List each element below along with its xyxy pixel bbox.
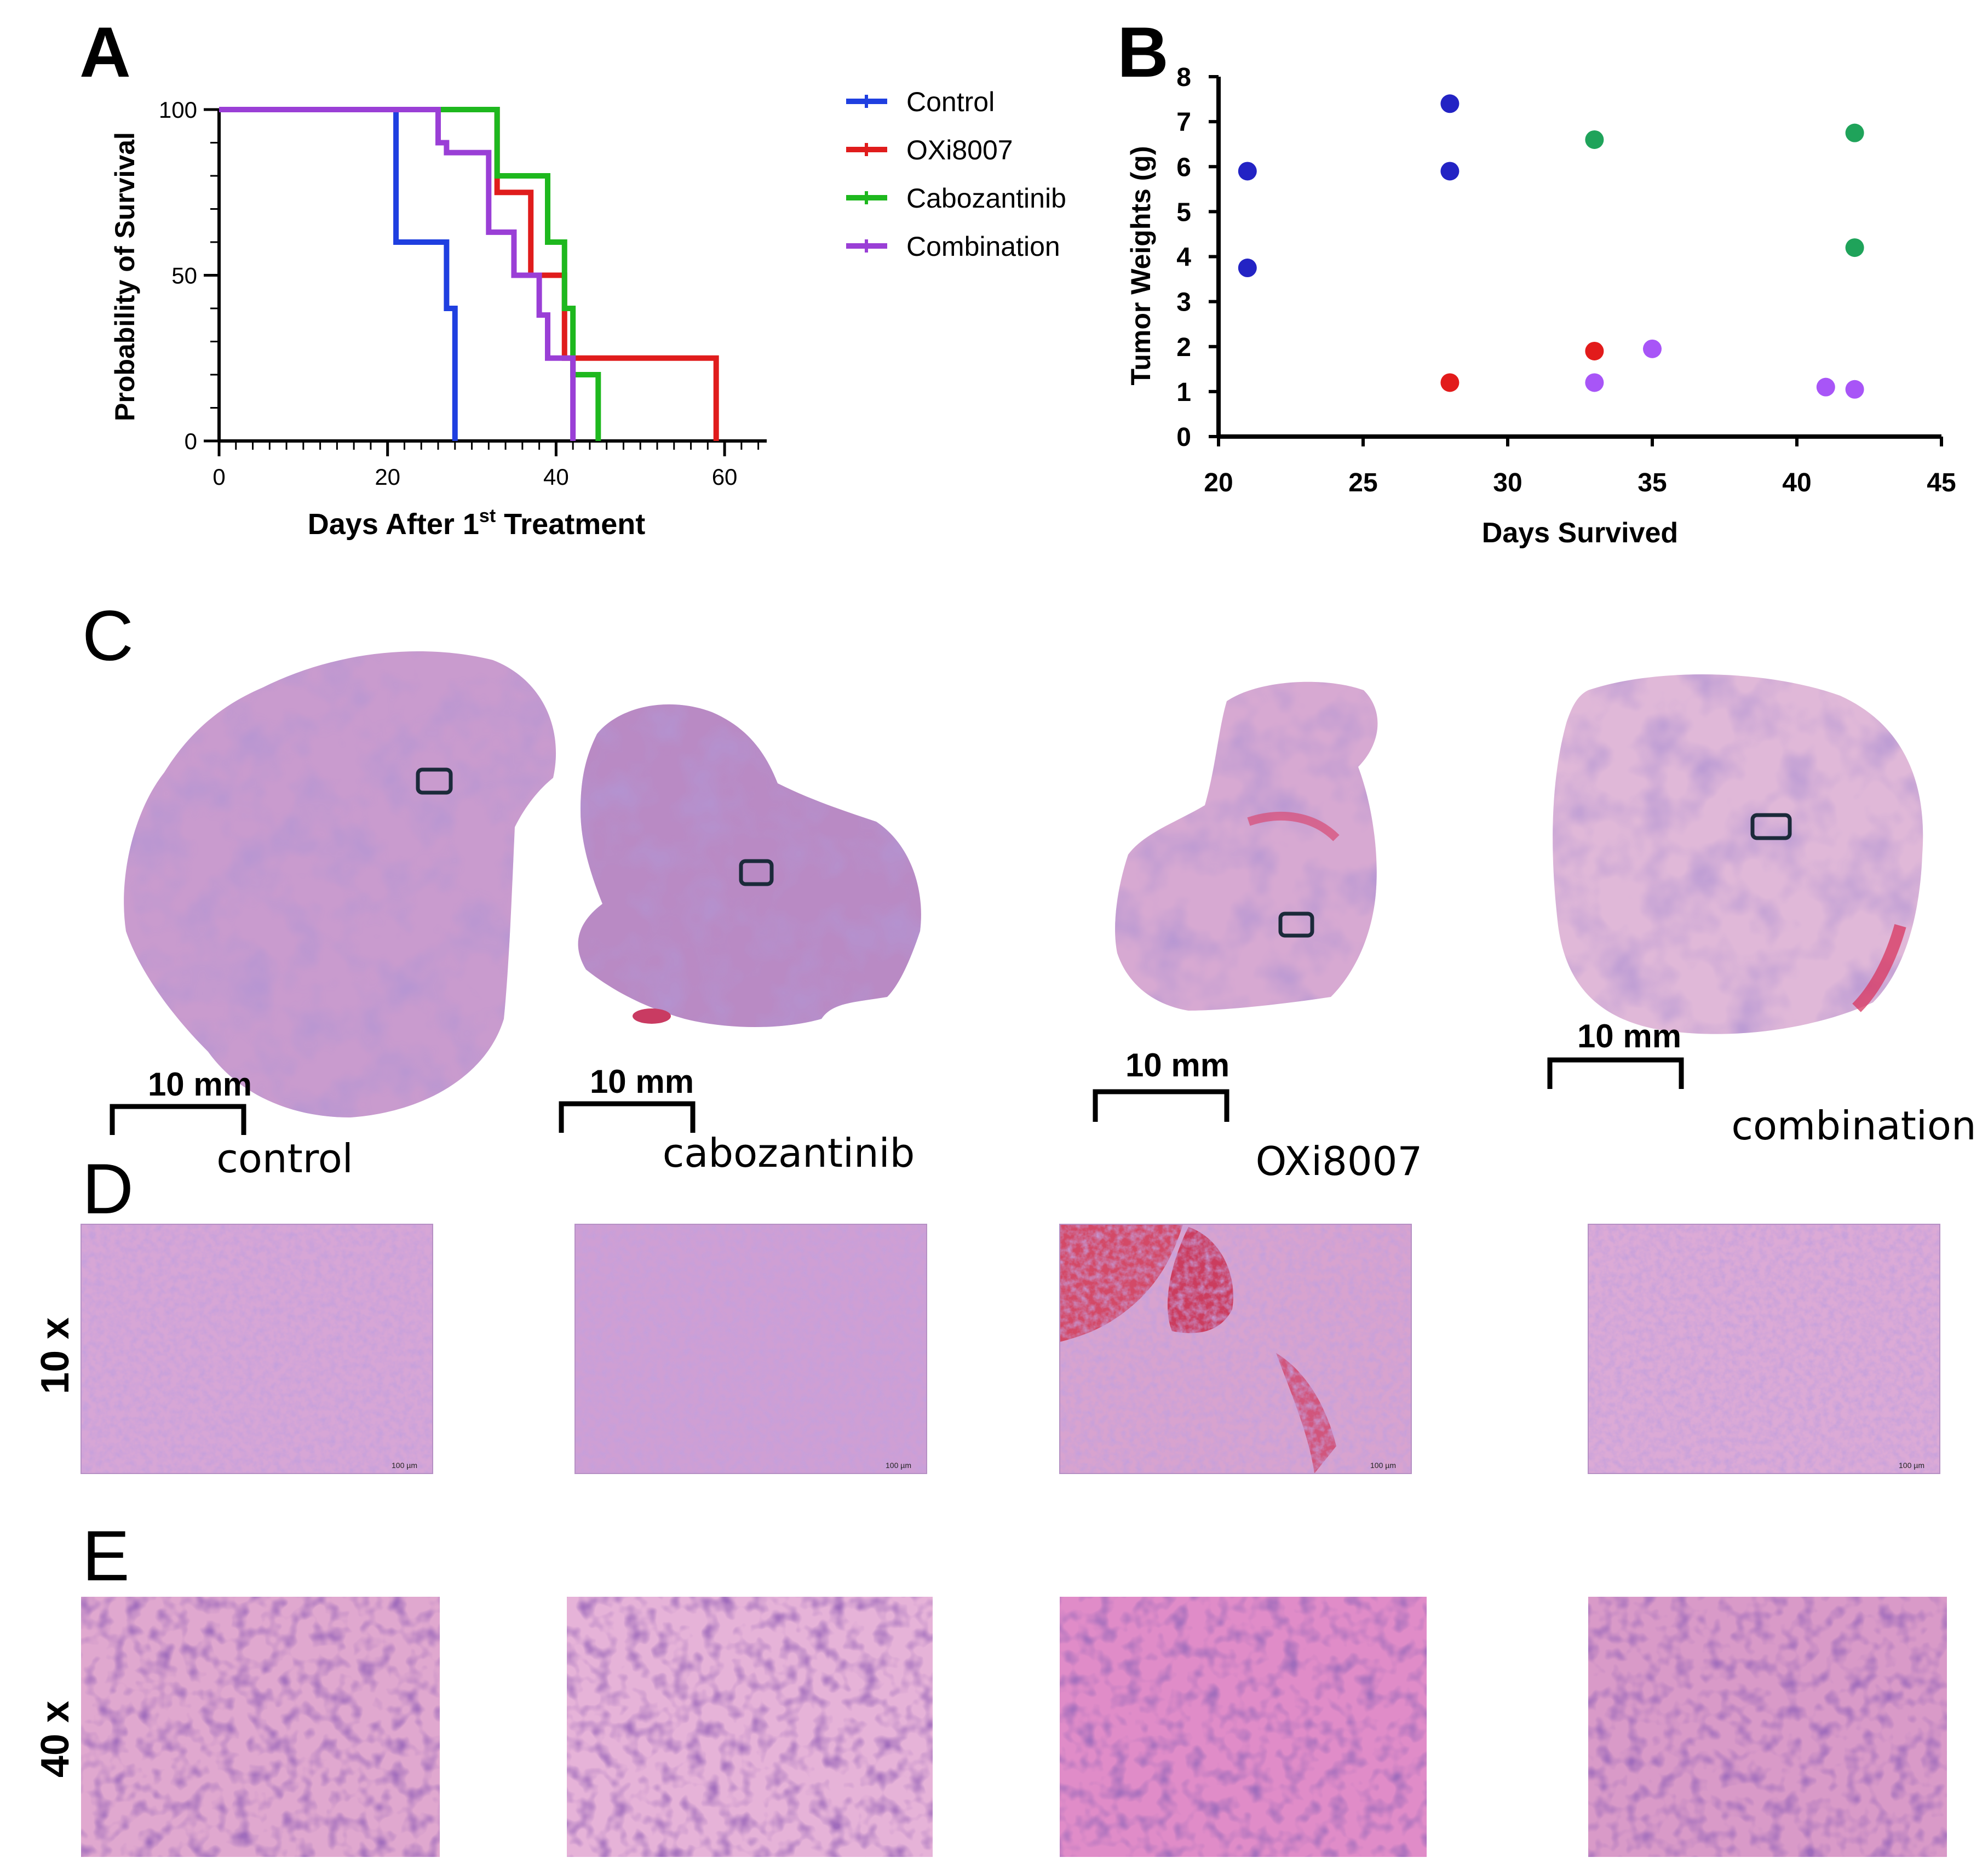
roi-box-oxi8007 [1278,911,1314,938]
scalebar-oxi8007 [1093,1089,1229,1122]
section-control [124,651,556,1117]
section-combination [1553,674,1923,1034]
scalebar-combination [1547,1057,1684,1089]
survival-y-tick-label: 0 [185,428,197,454]
magnification-label-40x: 40 x [33,1701,77,1778]
group-label-oxi8007: OXi8007 [1256,1138,1423,1184]
scalebar-cabozantinib [559,1101,696,1133]
survival-x-tick-label: 20 [375,464,400,490]
scatter-y-tick-label: 0 [1176,423,1191,452]
scatter-y-tick-label: 1 [1176,378,1191,407]
micrograph-10x-combination: 100 µm [1588,1224,1940,1474]
panel-e-micrographs [81,1597,1947,1857]
panel-label-c: C [82,595,134,675]
scatter-y-tick-label: 8 [1176,63,1191,92]
scale-text-oxi8007: 10 mm [1125,1047,1229,1083]
scatter-point [1238,259,1257,278]
survival-y-tick-label: 100 [159,97,197,123]
survival-x-label-sup: st [479,506,496,526]
scale-text-cabozantinib: 10 mm [590,1063,694,1100]
scatter-x-tick-label: 30 [1493,468,1522,497]
micrograph-40x-combination [1588,1597,1947,1857]
survival-legend: Control OXi8007 Cabozantinib Combination [846,87,1066,262]
scatter-point [1440,162,1460,181]
micrograph-10x-oxi8007: 100 µm [1059,1224,1412,1474]
scatter-point [1643,339,1662,358]
scatter-point [1845,380,1864,399]
scatter-y-tick-label: 7 [1176,108,1191,137]
scatter-x-tick-label: 35 [1637,468,1667,497]
panel-c-sections: 10 mm 10 mm 10 mm 10 mm control cabozant… [110,651,1976,1184]
survival-x-axis-label: Days After 1st Treatment [308,506,645,541]
scatter-y-tick-label: 5 [1176,198,1191,227]
legend-label-control: Control [906,87,995,117]
survival-line-control [219,107,458,441]
scatter-y-tick-label: 6 [1176,153,1191,182]
magnification-label-10x: 10 x [33,1317,77,1394]
scale-text-combination: 10 mm [1577,1018,1681,1054]
scatter-x-axis-label: Days Survived [1482,517,1678,549]
scatter-x-tick-label: 40 [1782,468,1811,497]
survival-x-tick-label: 60 [712,464,738,490]
scatter-point [1585,373,1604,392]
section-oxi8007 [1115,681,1378,1011]
micrograph-40x-oxi8007 [1060,1597,1427,1857]
group-label-combination: combination [1731,1103,1976,1149]
micrograph-10x-cabozantinib: 100 µm [574,1224,927,1474]
scatter-point [1816,377,1835,397]
group-label-control: control [216,1136,353,1182]
scatter-y-tick-label: 4 [1176,243,1191,272]
survival-x-tick-label: 0 [212,464,225,490]
roi-box-control [416,767,453,795]
scatter-point [1440,94,1460,113]
scatter-y-axis-label: Tumor Weights (g) [1125,146,1156,386]
micrograph-scalebar-text: 100 µm [392,1461,417,1470]
roi-box-combination [1750,813,1792,840]
survival-line-cabozantinib [219,107,601,441]
survival-x-label-tail: Treatment [496,508,645,541]
panel-label-e: E [82,1516,130,1596]
survival-chart: 0 20 40 60 0 50 100 Probability of Survival Da… [110,87,1066,541]
micrograph-scalebar-text: 100 µm [1899,1461,1924,1470]
scatter-y-tick-label: 2 [1176,333,1191,362]
survival-x-label-main: Days After 1 [308,508,479,541]
survival-y-tick-label: 50 [171,263,197,289]
micrograph-10x-control: 100 µm [81,1224,433,1474]
micrograph-40x-cabozantinib [567,1597,933,1857]
scatter-x-tick-label: 20 [1204,468,1233,497]
scatter-point [1845,123,1864,142]
micrograph-40x-control [81,1597,440,1857]
legend-label-combination: Combination [906,231,1060,262]
scatter-point [1585,130,1604,149]
micrograph-scalebar-text: 100 µm [886,1461,911,1470]
survival-x-tick-label: 40 [543,464,569,490]
scalebar-control [110,1104,246,1135]
survival-y-axis-label: Probability of Survival [110,132,140,421]
panel-label-d: D [82,1149,134,1229]
micrograph-scalebar-text: 100 µm [1370,1461,1396,1470]
scale-text-control: 10 mm [148,1066,252,1103]
panel-label-a: A [79,12,131,92]
scatter-point [1238,162,1257,181]
roi-box-cabozantinib [739,859,774,886]
panel-d-micrographs: 100 µm 100 µm 100 µm 100 µm [81,1224,1940,1474]
group-label-cabozantinib: cabozantinib [663,1130,915,1176]
survival-line-oxi8007 [219,107,719,441]
scatter-point [1845,238,1864,257]
scatter-x-tick-label: 25 [1348,468,1377,497]
panel-label-b: B [1117,12,1169,92]
scatter-point [1440,373,1460,392]
survival-line-combination [219,107,576,441]
legend-label-oxi8007: OXi8007 [906,135,1013,165]
scatter-y-tick-label: 3 [1176,288,1191,317]
legend-label-cabozantinib: Cabozantinib [906,183,1066,214]
section-cabozantinib [578,704,921,1027]
scatter-point [1585,341,1604,360]
scatter-x-tick-label: 45 [1927,468,1956,497]
